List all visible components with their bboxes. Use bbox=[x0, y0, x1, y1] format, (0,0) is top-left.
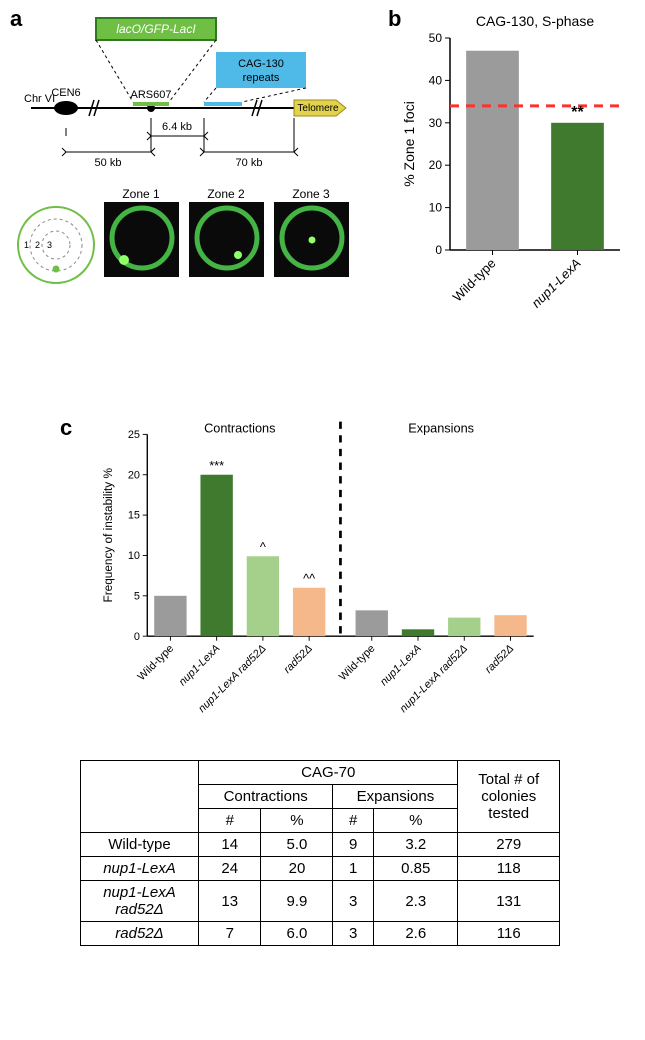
cag-text-2: repeats bbox=[243, 72, 280, 84]
svg-text:20: 20 bbox=[128, 469, 140, 481]
table-subheader-contractions: Contractions bbox=[198, 785, 332, 809]
table-subheader-expansions: Expansions bbox=[333, 785, 458, 809]
panel-b-chart: CAG-130, S-phase 0 10 20 30 40 50 % Zone 1 foci… bbox=[400, 10, 630, 330]
microscopy-panels: Zone 1 Zone 2 Zone 3 bbox=[104, 187, 349, 277]
col-pct-2: % bbox=[374, 809, 458, 833]
panel-c-label: c bbox=[60, 415, 72, 441]
svg-text:nup1-LexA: nup1-LexA bbox=[177, 643, 223, 689]
table-row: nup1-LexA242010.85118 bbox=[81, 857, 560, 881]
svg-text:10: 10 bbox=[128, 550, 140, 562]
svg-text:10: 10 bbox=[429, 201, 443, 215]
svg-text:0: 0 bbox=[435, 243, 442, 257]
instability-table: CAG-70 Total # ofcoloniestested Contract… bbox=[80, 760, 560, 946]
svg-text:50: 50 bbox=[429, 31, 443, 45]
svg-text:^: ^ bbox=[260, 540, 266, 555]
svg-text:% Zone 1 foci: % Zone 1 foci bbox=[401, 101, 417, 187]
svg-text:30: 30 bbox=[429, 116, 443, 130]
svg-text:Wild-type: Wild-type bbox=[136, 643, 177, 684]
table-header-main: CAG-70 bbox=[198, 761, 457, 785]
svg-text:Zone 2: Zone 2 bbox=[207, 187, 245, 201]
svg-text:nup1-LexA: nup1-LexA bbox=[529, 256, 584, 311]
cen6-icon bbox=[54, 101, 78, 115]
cag-text-1: CAG-130 bbox=[238, 58, 284, 70]
svg-text:**: ** bbox=[571, 104, 584, 121]
dist-right: 70 kb bbox=[236, 157, 263, 169]
svg-text:Expansions: Expansions bbox=[408, 421, 474, 436]
table-row: Wild-type145.093.2279 bbox=[81, 833, 560, 857]
svg-text:25: 25 bbox=[128, 429, 140, 441]
svg-text:Wild-type: Wild-type bbox=[450, 256, 499, 305]
svg-text:15: 15 bbox=[128, 510, 140, 522]
ars-text: ARS607 bbox=[131, 89, 172, 101]
svg-text:40: 40 bbox=[429, 73, 443, 87]
table-header-total: Total # ofcoloniestested bbox=[458, 761, 560, 833]
panel-c-chart: 0 5 10 15 20 25 Frequency of instability % Wild… bbox=[75, 418, 565, 718]
dist-left: 50 kb bbox=[95, 157, 122, 169]
svg-text:nup1-LexA: nup1-LexA bbox=[378, 643, 424, 689]
svg-text:***: *** bbox=[209, 458, 224, 473]
svg-text:Frequency of instability %: Frequency of instability % bbox=[101, 468, 115, 603]
svg-text:Wild-type: Wild-type bbox=[337, 643, 378, 684]
dist-mid: 6.4 kb bbox=[162, 121, 192, 133]
chr-text: Chr VI bbox=[24, 93, 55, 105]
table-row: rad52Δ76.032.6116 bbox=[81, 922, 560, 946]
svg-text:5: 5 bbox=[134, 590, 140, 602]
col-hash-1: # bbox=[198, 809, 261, 833]
svg-text:0: 0 bbox=[134, 631, 140, 643]
svg-text:Zone 3: Zone 3 bbox=[292, 187, 330, 201]
telomere-text: Telomere bbox=[297, 103, 339, 114]
svg-text:rad52Δ: rad52Δ bbox=[483, 643, 516, 676]
svg-text:20: 20 bbox=[429, 158, 443, 172]
laco-text: lacO/GFP-LacI bbox=[116, 22, 196, 36]
ring-diagram: 1 2 3 bbox=[18, 207, 94, 283]
svg-text:Zone 1: Zone 1 bbox=[122, 187, 160, 201]
svg-text:2: 2 bbox=[35, 240, 40, 250]
svg-text:rad52Δ: rad52Δ bbox=[282, 643, 315, 676]
svg-text:Contractions: Contractions bbox=[204, 421, 275, 436]
cen6-text: CEN6 bbox=[51, 87, 80, 99]
svg-text:1: 1 bbox=[24, 240, 29, 250]
svg-text:CAG-130, S-phase: CAG-130, S-phase bbox=[476, 13, 594, 29]
svg-text:^^: ^^ bbox=[303, 571, 315, 586]
col-hash-2: # bbox=[333, 809, 374, 833]
col-pct-1: % bbox=[261, 809, 333, 833]
panel-a-schematic: lacO/GFP-LacI CAG-130 repeats CEN6 ARS60… bbox=[16, 10, 356, 330]
table-row: nup1-LexArad52Δ139.932.3131 bbox=[81, 881, 560, 922]
svg-text:3: 3 bbox=[47, 240, 52, 250]
